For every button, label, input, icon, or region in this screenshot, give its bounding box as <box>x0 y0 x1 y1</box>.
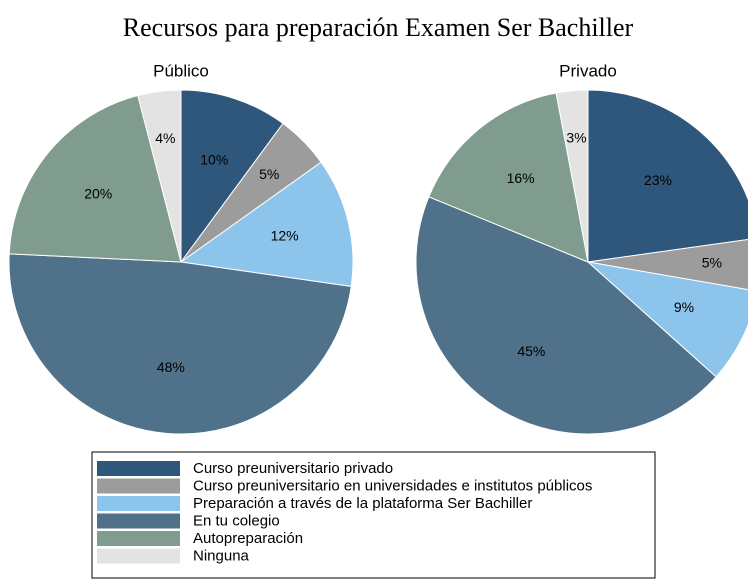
legend-label: Ninguna <box>193 547 250 564</box>
legend-swatch <box>97 531 180 546</box>
legend-swatch <box>97 461 180 476</box>
pie-slice <box>555 89 589 263</box>
pie-slice <box>587 89 748 263</box>
legend-label: Curso preuniversitario privado <box>193 460 393 477</box>
pie-title: Privado <box>559 61 617 80</box>
legend-label: Preparación a través de la plataforma Se… <box>193 495 532 512</box>
pie-slice <box>415 196 717 435</box>
pie-slice <box>587 238 748 291</box>
slice-label: 16% <box>507 170 535 186</box>
slice-label: 5% <box>259 166 279 182</box>
slice-label: 23% <box>644 172 672 188</box>
legend-swatch <box>97 496 180 511</box>
pie-slice <box>428 92 589 263</box>
slice-label: 9% <box>674 299 694 315</box>
legend-swatch <box>97 478 180 494</box>
pie-slice <box>137 89 182 263</box>
legend-label: En tu colegio <box>193 512 280 529</box>
slice-label: 10% <box>200 151 228 167</box>
slice-label: 4% <box>155 130 175 146</box>
legend-swatch <box>97 513 180 529</box>
slice-label: 3% <box>566 129 586 145</box>
chart-title: Recursos para preparación Examen Ser Bac… <box>123 13 634 42</box>
slice-label: 45% <box>517 343 545 359</box>
pie-title: Público <box>153 61 209 80</box>
slice-label: 48% <box>157 359 185 375</box>
pie-slice <box>8 253 352 435</box>
pie-slice <box>179 161 354 288</box>
slice-label: 20% <box>84 185 112 201</box>
pie-slice <box>586 261 748 378</box>
legend-label: Autopreparación <box>193 530 303 547</box>
slice-label: 12% <box>271 228 299 244</box>
pie-slice <box>8 94 182 263</box>
legend-swatch <box>97 548 180 564</box>
slice-label: 5% <box>702 255 722 271</box>
legend-box <box>91 451 656 579</box>
legend-label: Curso preuniversitario en universidades … <box>193 477 592 494</box>
pie-slice <box>180 89 284 264</box>
